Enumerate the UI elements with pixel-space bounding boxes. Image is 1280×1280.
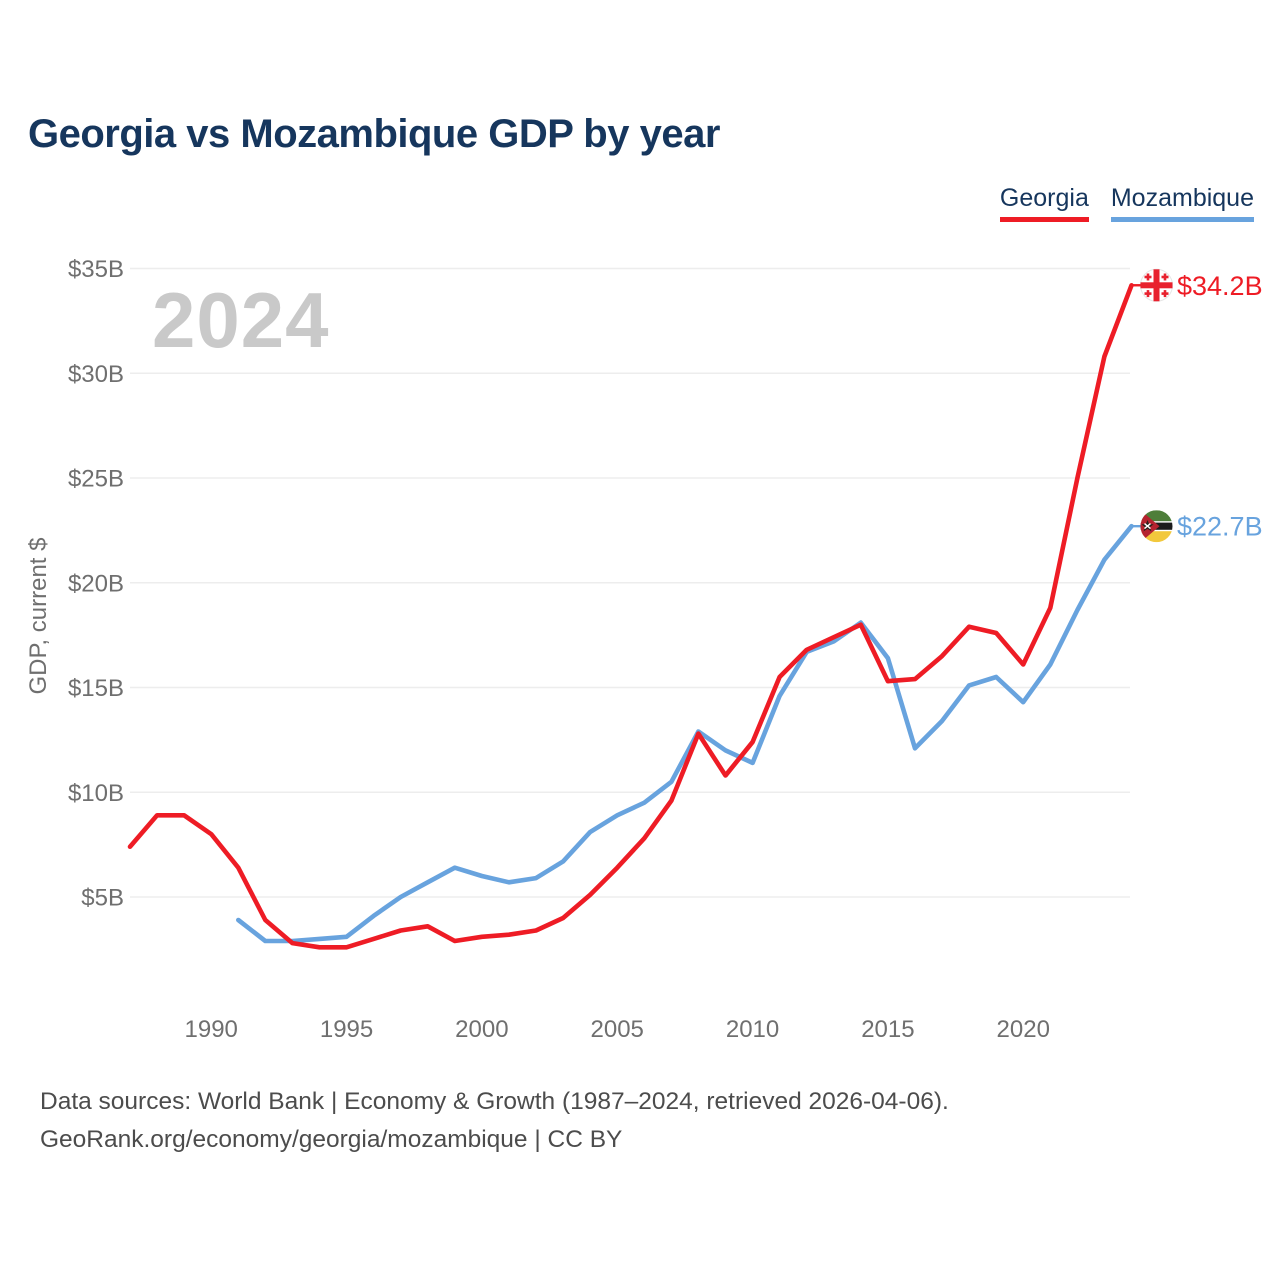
chart-legend: Georgia Mozambique [999,184,1254,222]
footer-sources-line: Data sources: World Bank | Economy & Gro… [40,1088,949,1115]
legend-item-mozambique[interactable]: Mozambique [1110,184,1254,222]
y-tick-label: $15B [68,675,124,702]
watermark-year: 2024 [152,276,330,364]
y-axis-tick-labels: $5B $10B $15B $20B $25B $30B $35B [68,256,124,912]
y-tick-label: $25B [68,466,124,493]
x-tick-label: 1995 [320,1016,373,1043]
x-tick-label: 2010 [726,1016,779,1043]
footer-attribution-line: GeoRank.org/economy/georgia/mozambique |… [40,1126,623,1153]
series-line-mozambique[interactable] [236,523,1134,944]
series-end-labels: $34.2B $22.7B [1131,268,1263,543]
series-line-georgia[interactable] [127,282,1134,950]
y-tick-label: $5B [81,885,124,912]
mozambique-flag-icon [1140,510,1173,543]
x-tick-label: 2015 [861,1016,914,1043]
footer: Data sources: World Bank | Economy & Gro… [40,1083,949,1159]
georgia-flag-icon [1140,268,1173,302]
y-axis-title: GDP, current $ [25,538,52,695]
y-tick-label: $10B [68,780,124,807]
x-tick-label: 2000 [455,1016,508,1043]
legend-item-georgia[interactable]: Georgia [999,184,1089,222]
series-lines [127,282,1134,950]
x-tick-label: 2020 [997,1016,1050,1043]
gridlines [130,267,1130,898]
y-tick-label: $30B [68,361,124,388]
x-tick-label: 2005 [591,1016,644,1043]
y-tick-label: $20B [68,570,124,597]
y-tick-label: $35B [68,256,124,283]
x-tick-label: 1990 [185,1016,238,1043]
georgia-end-value: $34.2B [1177,271,1263,301]
mozambique-end-value: $22.7B [1177,512,1263,542]
x-axis-tick-labels: 1990 1995 2000 2005 2010 2015 2020 [185,1016,1050,1043]
page-title: Georgia vs Mozambique GDP by year [28,112,720,156]
